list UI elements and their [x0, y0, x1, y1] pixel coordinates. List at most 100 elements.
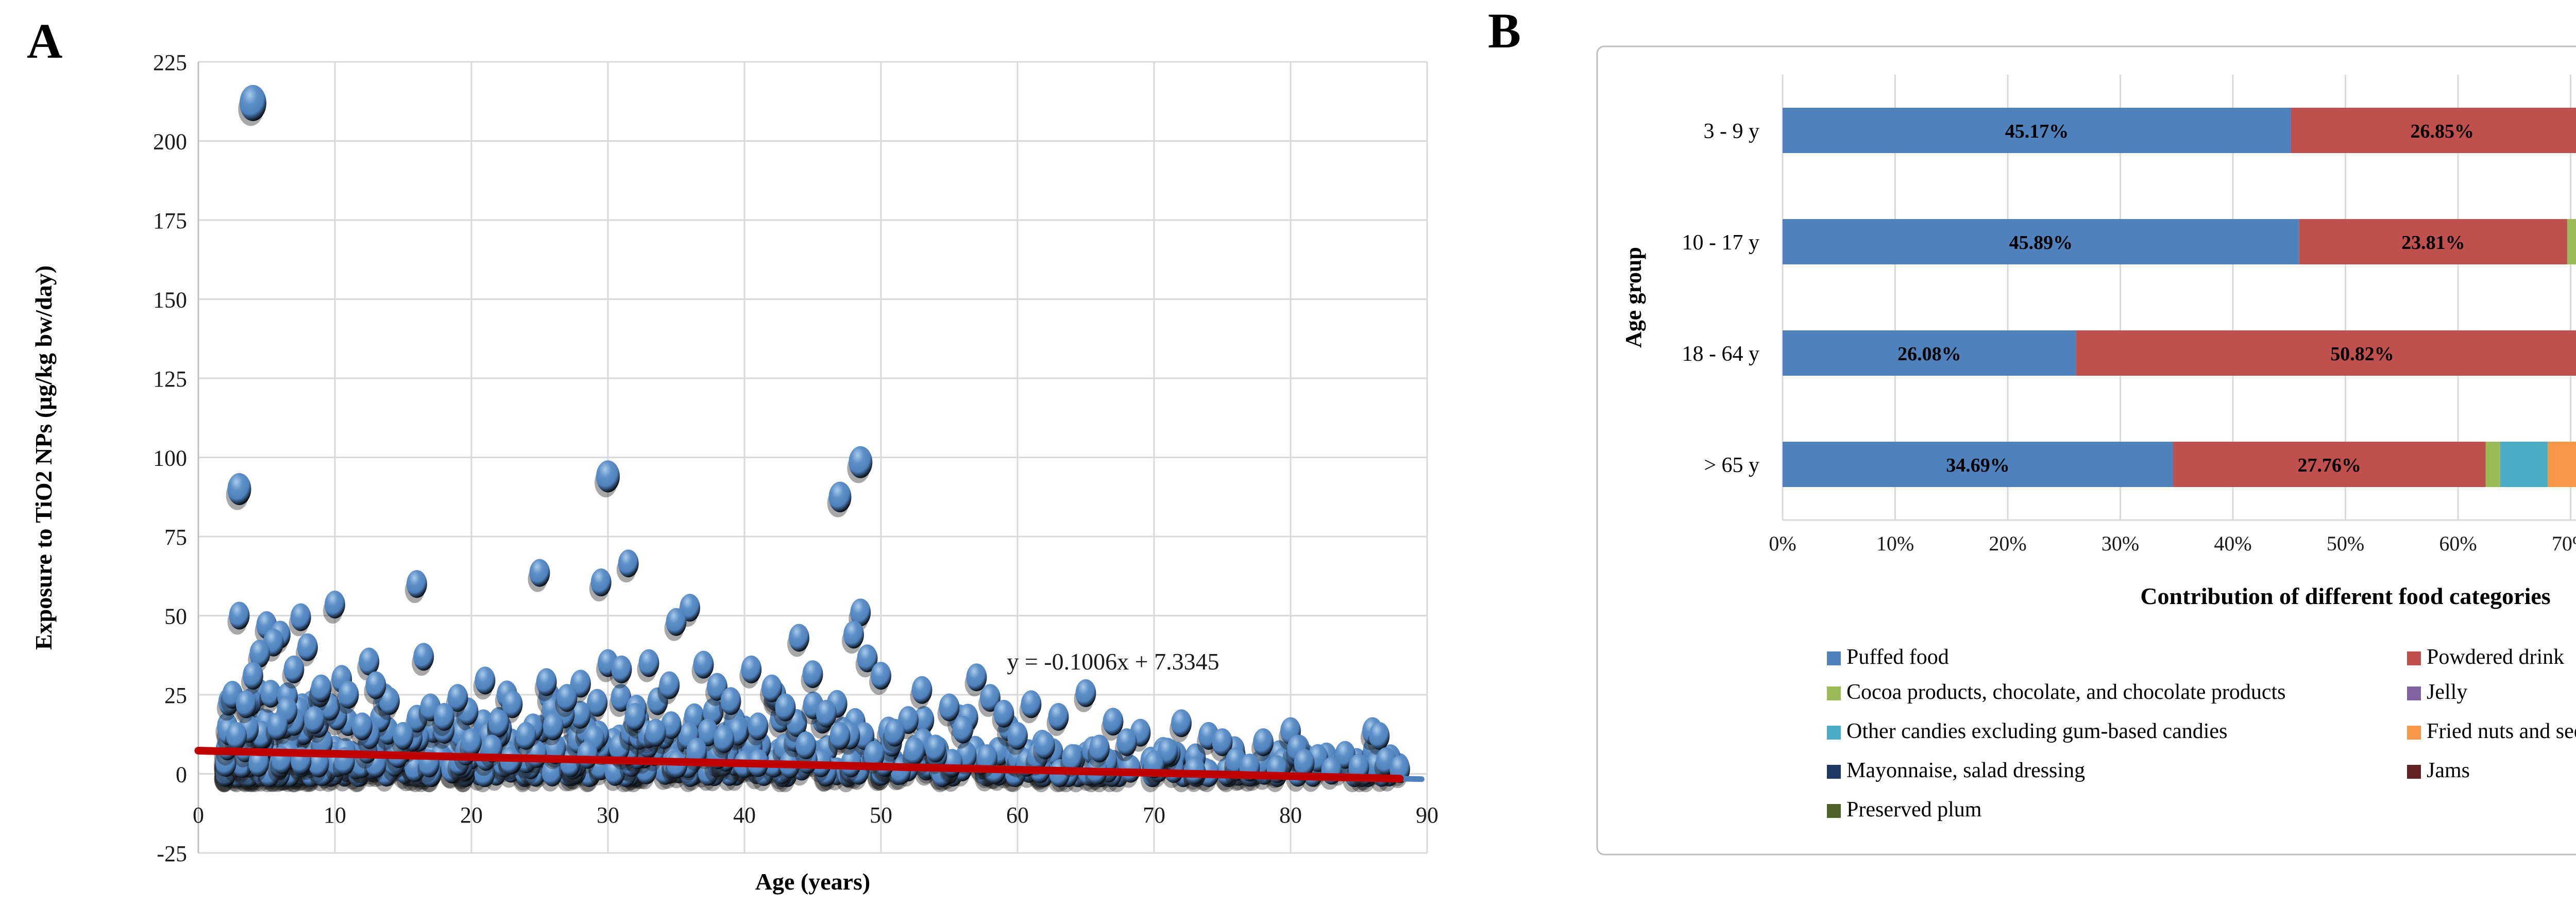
- bar-segment-label: 50.82%: [2330, 343, 2394, 365]
- y-tick-label: 100: [153, 446, 187, 471]
- scatter-point: [843, 621, 864, 648]
- scatter-point: [304, 706, 325, 734]
- legend-swatch: [1827, 686, 1841, 700]
- legend-label: Puffed food: [1846, 645, 1949, 669]
- legend-swatch: [2407, 765, 2421, 779]
- scatter-point: [366, 672, 386, 699]
- legend-label: Other candies excluding gum-based candie…: [1846, 719, 2227, 743]
- x-tick-label: 80: [1279, 802, 1302, 828]
- bar-segment-label: 27.76%: [2298, 455, 2362, 476]
- bar-segment-label: 23.81%: [2401, 232, 2465, 254]
- scatter-point: [1369, 722, 1389, 750]
- x-tick-label: 70%: [2552, 532, 2576, 555]
- scatter-point: [488, 709, 509, 737]
- scatter-point: [1021, 690, 1042, 718]
- bar-segment-label: 45.89%: [2009, 232, 2073, 254]
- scatter-point: [543, 712, 564, 740]
- scatter-point: [557, 684, 578, 712]
- scatter-points: [214, 85, 1410, 793]
- scatter-point: [240, 85, 266, 121]
- bar-category-label: 18 - 64 y: [1682, 342, 1760, 366]
- scatter-point: [229, 602, 250, 630]
- bar-segment: [2567, 219, 2576, 264]
- scatter-point: [721, 687, 741, 715]
- scatter-point: [1116, 728, 1137, 756]
- x-tick-label: 20: [460, 802, 483, 828]
- scatter-point: [475, 666, 496, 694]
- legend-swatch: [2407, 726, 2421, 740]
- scatter-point: [1048, 703, 1069, 731]
- y-tick-label: 50: [164, 604, 187, 629]
- scatter-point: [1076, 679, 1096, 707]
- scatter-point: [659, 672, 680, 699]
- scatter-point: [1089, 734, 1110, 762]
- legend-swatch: [1827, 726, 1841, 740]
- legend-label: Fried nuts and seeds: [2427, 719, 2576, 743]
- panel-b-label: B: [1488, 3, 1521, 58]
- scatter-point: [359, 648, 379, 676]
- x-tick-label: 90: [1416, 802, 1438, 828]
- scatter-point: [461, 728, 482, 756]
- x-tick-label: 40%: [2214, 532, 2251, 555]
- bar-category-label: > 65 y: [1704, 454, 1759, 477]
- scatter-point: [885, 719, 905, 747]
- scatter-point: [939, 694, 960, 722]
- x-tick-label: 30%: [2102, 532, 2139, 555]
- bar-segment-label: 26.08%: [1897, 343, 1961, 365]
- x-tick-label: 20%: [1989, 532, 2026, 555]
- scatter-point: [413, 643, 434, 671]
- bar-axis-ticks: 0%10%20%30%40%50%60%70%80%90%100%: [1769, 532, 2576, 555]
- x-tick-label: 60%: [2439, 532, 2477, 555]
- scatter-point: [325, 591, 345, 618]
- scatter-point: [953, 716, 973, 744]
- scatter-point: [666, 608, 687, 636]
- scatter-point: [530, 559, 550, 587]
- scatter-point: [267, 712, 288, 740]
- scatter-point: [830, 722, 851, 750]
- scatter-point: [816, 700, 837, 728]
- bar-segment: [2486, 442, 2500, 487]
- x-tick-label: 60: [1006, 802, 1029, 828]
- x-tick-label: 50%: [2327, 532, 2364, 555]
- scatter-point: [871, 662, 891, 690]
- panel-a-label: A: [27, 13, 62, 69]
- scatter-point: [243, 662, 263, 690]
- scatter-y-axis-title: Exposure to TiO2 NPs (µg/kg bw/day): [30, 265, 57, 650]
- scatter-point: [925, 734, 946, 762]
- x-tick-label: 10: [324, 802, 346, 828]
- scatter-point: [625, 703, 646, 731]
- stacked-bars: 3 - 9 y45.17%26.85%12.84%10 - 17 y45.89%…: [1682, 108, 2576, 487]
- scatter-point: [612, 656, 632, 683]
- bar-segment-label: 45.17%: [2005, 121, 2069, 142]
- scatter-point: [1035, 731, 1055, 759]
- scatter-point: [639, 649, 659, 677]
- legend-label: Mayonnaise, salad dressing: [1846, 759, 2085, 782]
- y-tick-label: 75: [164, 525, 187, 550]
- legend-swatch: [1827, 651, 1841, 665]
- scatter-point: [577, 741, 598, 769]
- scatter-point: [284, 656, 304, 683]
- legend-swatch: [1827, 765, 1841, 779]
- scatter-point: [311, 675, 332, 702]
- legend-label: Cocoa products, chocolate, and chocolate…: [1846, 680, 2286, 704]
- scatter-point: [775, 694, 796, 722]
- y-tick-label: 150: [153, 288, 187, 313]
- scatter-point: [795, 731, 816, 759]
- scatter-point: [434, 703, 454, 731]
- bar-category-label: 3 - 9 y: [1704, 120, 1760, 143]
- scatter-point: [741, 656, 761, 683]
- scatter-point: [228, 473, 251, 505]
- scatter-point: [338, 681, 359, 709]
- trendline-equation: y = -0.1006x + 7.3345: [1007, 648, 1219, 675]
- x-tick-label: 0: [193, 802, 204, 828]
- scatter-point: [352, 712, 372, 740]
- scatter-point: [849, 446, 872, 478]
- legend-label: Jams: [2427, 759, 2470, 782]
- y-tick-label: 225: [153, 50, 187, 75]
- bar-category-label: 10 - 17 y: [1682, 231, 1760, 255]
- bar-segment: [2076, 330, 2576, 376]
- scatter-point: [536, 668, 557, 696]
- y-tick-label: 0: [176, 762, 187, 788]
- scatter-point: [393, 722, 414, 750]
- bar-segment-label: 26.85%: [2411, 121, 2475, 142]
